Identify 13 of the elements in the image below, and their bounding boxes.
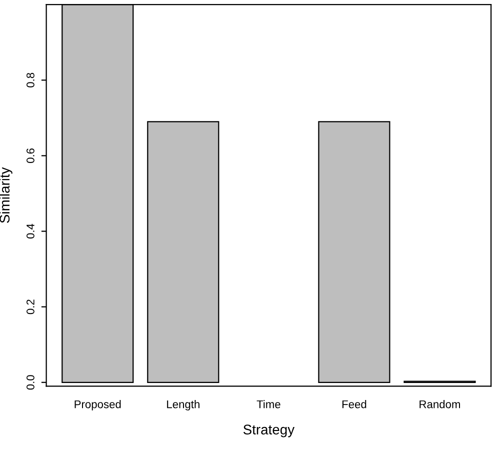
y-tick-label: 0.2 xyxy=(26,300,34,314)
x-tick-label: Proposed xyxy=(74,400,121,410)
bar xyxy=(147,121,220,383)
y-tick-label: 0.4 xyxy=(26,224,34,239)
x-tick-label: Random xyxy=(420,400,460,408)
y-tick-label: 0.0 xyxy=(26,375,34,390)
bar xyxy=(318,121,390,383)
x-tick-label: Time xyxy=(256,400,280,408)
x-tick-label: Length xyxy=(167,400,200,410)
y-tick-label: 0.6 xyxy=(26,148,34,163)
x-axis-title: Strategy xyxy=(243,424,295,438)
x-tick-label: Feed xyxy=(342,400,366,408)
y-tick-label: 0.8 xyxy=(26,72,34,88)
